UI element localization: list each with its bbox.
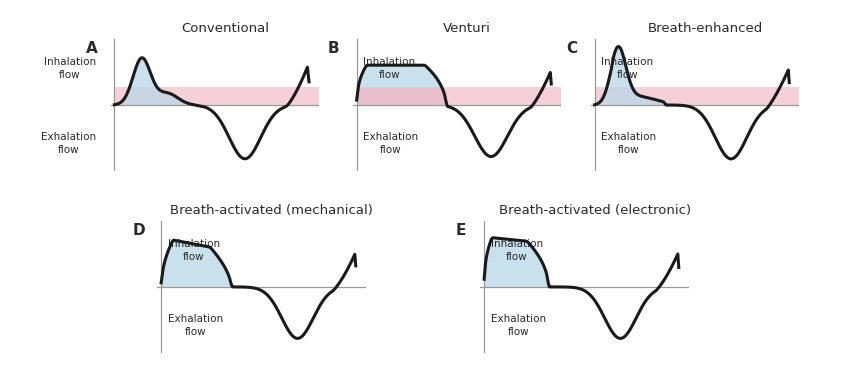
Text: A: A (86, 41, 97, 56)
Text: Breath-enhanced: Breath-enhanced (648, 22, 763, 36)
Text: Inhalation
flow: Inhalation flow (363, 57, 416, 80)
Text: Inhalation
flow: Inhalation flow (601, 57, 654, 80)
Text: Inhalation
flow: Inhalation flow (44, 57, 96, 80)
Text: Exhalation
flow: Exhalation flow (363, 132, 418, 155)
Text: C: C (566, 41, 577, 56)
Text: D: D (133, 223, 144, 238)
Text: Exhalation
flow: Exhalation flow (167, 314, 223, 337)
Text: Breath-activated (mechanical): Breath-activated (mechanical) (170, 204, 373, 218)
Text: E: E (456, 223, 466, 238)
Text: B: B (328, 41, 339, 56)
Text: Inhalation
flow: Inhalation flow (167, 239, 220, 262)
Text: Exhalation
flow: Exhalation flow (601, 132, 656, 155)
Text: Inhalation
flow: Inhalation flow (490, 239, 543, 262)
Text: Conventional: Conventional (181, 22, 269, 36)
Text: Exhalation
flow: Exhalation flow (41, 132, 96, 155)
Text: Venturi: Venturi (444, 22, 491, 36)
Text: Exhalation
flow: Exhalation flow (490, 314, 546, 337)
Text: Breath-activated (electronic): Breath-activated (electronic) (499, 204, 691, 218)
